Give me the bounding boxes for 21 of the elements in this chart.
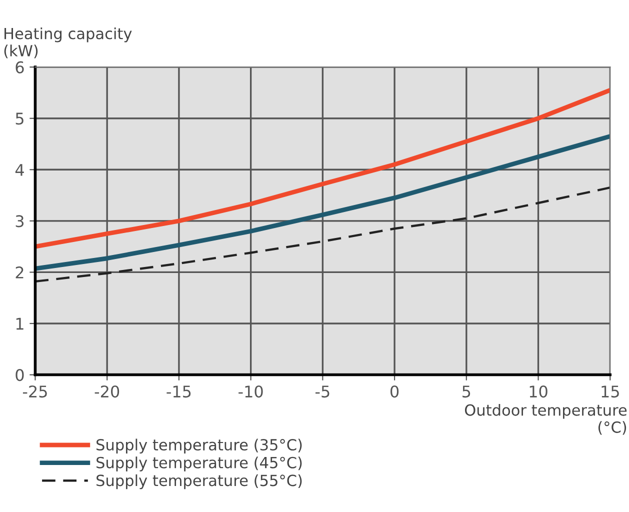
legend-label: Supply temperature (45°C) [96,456,302,472]
legend-label: Supply temperature (35°C) [96,438,302,454]
x-tick-label: -25 [22,385,47,398]
x-tick-label: -20 [94,385,120,398]
legend-label: Supply temperature (55°C) [96,474,302,490]
x-tick-label: 15 [602,386,619,398]
y-tick-label: 4 [15,164,24,176]
x-tick-label: 5 [462,386,470,398]
x-tick-label: -10 [238,385,263,398]
y-tick-label: 2 [16,266,24,278]
y-tick-label: 0 [16,369,24,382]
y-tick-label: 1 [16,318,24,330]
x-tick-label: 0 [390,385,399,398]
x-axis-title: Outdoor temperature (°C) [464,404,627,435]
y-tick-label: 5 [16,112,24,125]
y-axis-title: Heating capacity (kW) [4,27,132,58]
x-tick-label: 10 [530,385,548,398]
y-tick-label: 6 [16,61,24,74]
y-tick-label: 3 [16,215,24,228]
x-tick-label: -15 [166,386,191,398]
x-tick-label: -5 [315,386,330,398]
